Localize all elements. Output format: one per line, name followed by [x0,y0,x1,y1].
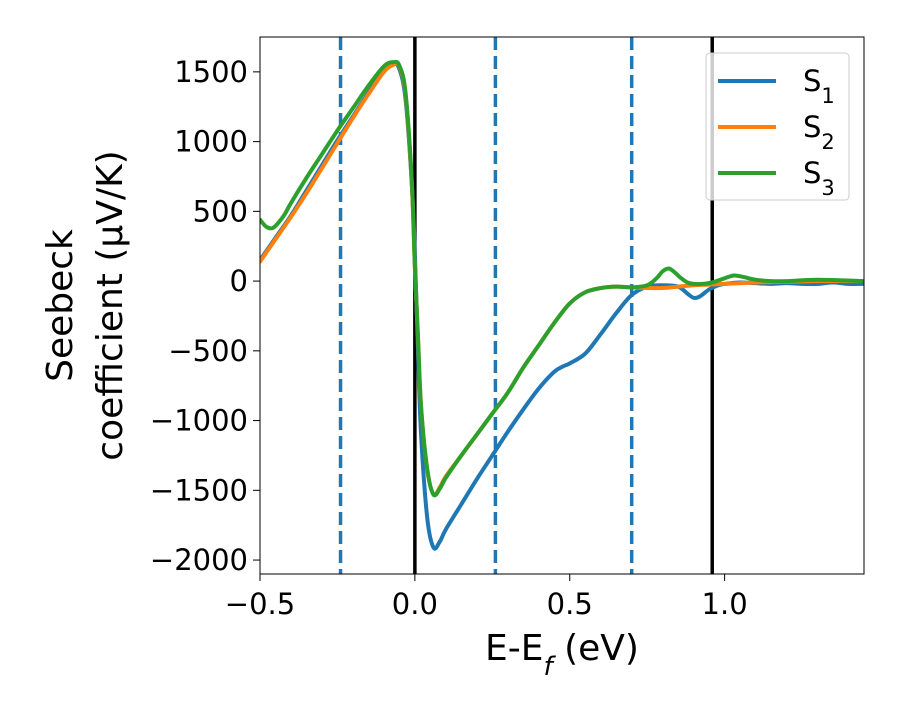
x-axis-label: E-Ef (eV) [485,628,639,682]
series-line-s3 [260,59,864,498]
y-tick-label: −1000 [150,404,248,438]
y-axis-ticks: 1500 1000 500 0 −500 −1000 −1500 −2000 [150,55,260,577]
y-tick-label: −1500 [150,473,248,507]
y-axis-label-line1: Seebeck [40,229,81,382]
legend-label-s2: S2 [803,110,835,154]
reference-lines [338,37,714,574]
y-tick-label: 500 [193,194,248,228]
legend-box [705,52,850,201]
y-tick-label: 1000 [174,125,248,159]
x-axis-ticks: −0.5 0.0 0.5 1.0 [225,574,748,621]
legend-label-s1: S1 [803,64,835,108]
y-tick-label: 1500 [174,55,248,89]
x-tick-label: 1.0 [702,587,748,621]
series-lines [260,59,864,551]
x-tick-label: −0.5 [225,587,295,621]
plot-frame [259,36,865,575]
y-tick-label: 0 [230,264,248,298]
legend-label-s3: S3 [803,156,835,200]
x-tick-label: 0.0 [392,587,438,621]
y-tick-label: −500 [168,334,248,368]
y-axis-label: Seebeck coefficient (μV/K) [40,150,131,460]
y-tick-label: −2000 [150,543,248,577]
y-axis-label-line2: coefficient (μV/K) [90,150,131,460]
x-tick-label: 0.5 [547,587,593,621]
